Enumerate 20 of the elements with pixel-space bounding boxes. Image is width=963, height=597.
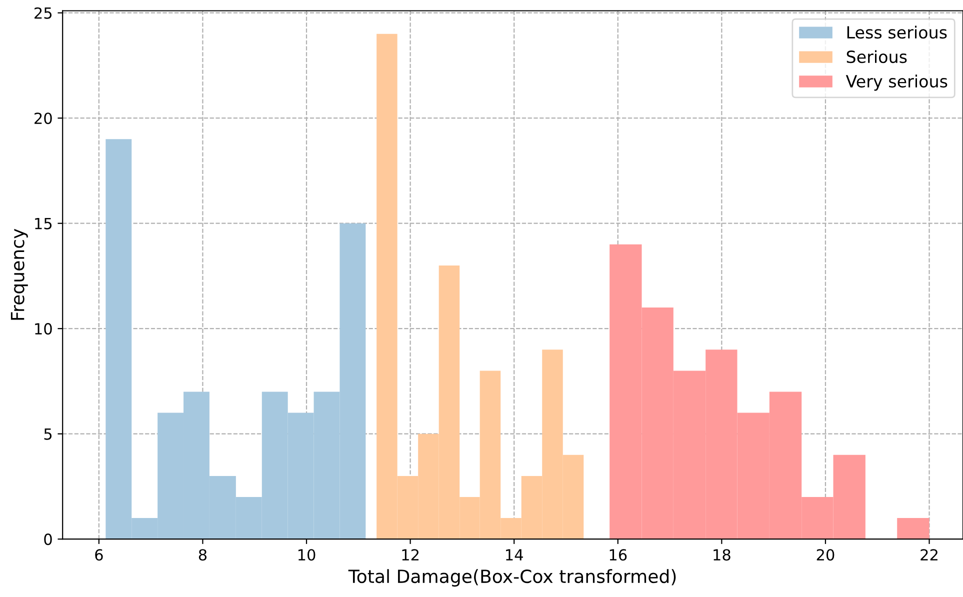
y-tick-label: 20	[34, 112, 52, 124]
x-tick-label: 8	[198, 549, 207, 561]
y-tick-label: 25	[34, 7, 52, 19]
x-tick-label: 6	[95, 549, 103, 561]
x-tick-label: 16	[610, 549, 627, 561]
y-tick-label: 0	[44, 534, 52, 546]
x-tick-label: 12	[402, 549, 418, 560]
x-tick-label: 20	[816, 549, 834, 561]
legend-label: Very serious	[846, 74, 948, 91]
y-tick-label: 10	[35, 323, 52, 335]
x-tick-label: 22	[920, 549, 938, 560]
legend-label: Serious	[846, 50, 907, 64]
y-tick-label: 15	[35, 218, 52, 230]
x-axis-title: Total Damage(Box-Cox transformed)	[348, 569, 676, 587]
x-tick-label: 14	[506, 549, 523, 560]
x-tick-label: 10	[298, 549, 316, 561]
y-tick-label: 5	[44, 428, 52, 440]
x-tick-label: 18	[714, 549, 730, 561]
legend-label: Less serious	[847, 26, 947, 39]
y-axis-title: Frequency	[10, 228, 28, 320]
